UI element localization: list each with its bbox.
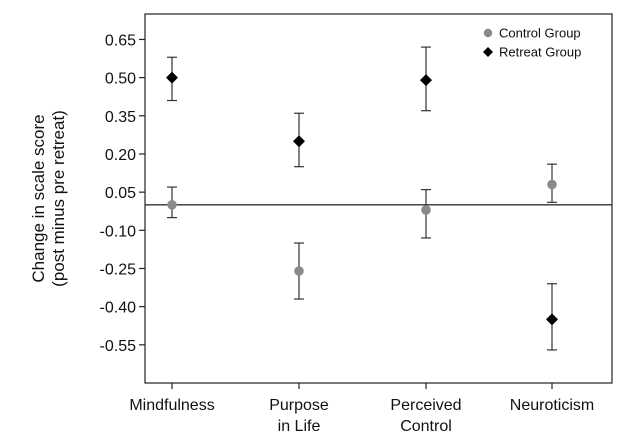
x-tick-label: Mindfulness <box>129 397 214 414</box>
x-axis: Mindfulness Purpose in Life Perceived Contro… <box>129 383 594 435</box>
plot-area: 0.65 0.50 0.35 0.20 0.05 -0.10 -0.25 -0.40 -0.55… <box>100 13 613 435</box>
retreat-point <box>546 313 558 326</box>
legend: Control Group Retreat Group <box>483 26 581 60</box>
y-tick-label: -0.55 <box>100 338 137 355</box>
legend-circle-icon <box>483 28 493 38</box>
x-tick-label: Purpose <box>269 397 329 414</box>
legend-label: Control Group <box>499 26 581 41</box>
x-tick-label: Perceived <box>390 397 461 414</box>
control-point <box>294 266 304 276</box>
y-tick-label: -0.10 <box>100 223 137 240</box>
control-point <box>421 205 431 215</box>
plot-frame <box>144 13 613 384</box>
retreat-point <box>420 74 432 87</box>
retreat-point <box>293 135 305 148</box>
legend-label: Retreat Group <box>499 45 581 60</box>
data-marks <box>166 46 558 351</box>
control-point <box>547 179 557 190</box>
y-tick-label: 0.50 <box>105 71 136 88</box>
x-tick-label: Neuroticism <box>510 397 594 414</box>
y-tick-label: 0.20 <box>105 147 136 164</box>
control-point <box>167 200 177 210</box>
legend-diamond-icon <box>483 47 493 57</box>
y-axis-title-line1: Change in scale score <box>29 114 48 282</box>
y-tick-label: -0.40 <box>100 300 137 317</box>
x-tick-label-line2: in Life <box>278 418 321 435</box>
y-axis: 0.65 0.50 0.35 0.20 0.05 -0.10 -0.25 -0.40 -0.55 <box>100 32 145 355</box>
y-axis-title-line2: (post minus pre retreat) <box>49 110 68 287</box>
y-tick-label: 0.65 <box>105 32 136 49</box>
x-tick-label-line2: Control <box>400 418 452 435</box>
y-tick-label: 0.05 <box>105 185 136 202</box>
retreat-point <box>166 71 178 84</box>
y-tick-label: -0.25 <box>100 261 137 278</box>
y-tick-label: 0.35 <box>105 109 136 126</box>
